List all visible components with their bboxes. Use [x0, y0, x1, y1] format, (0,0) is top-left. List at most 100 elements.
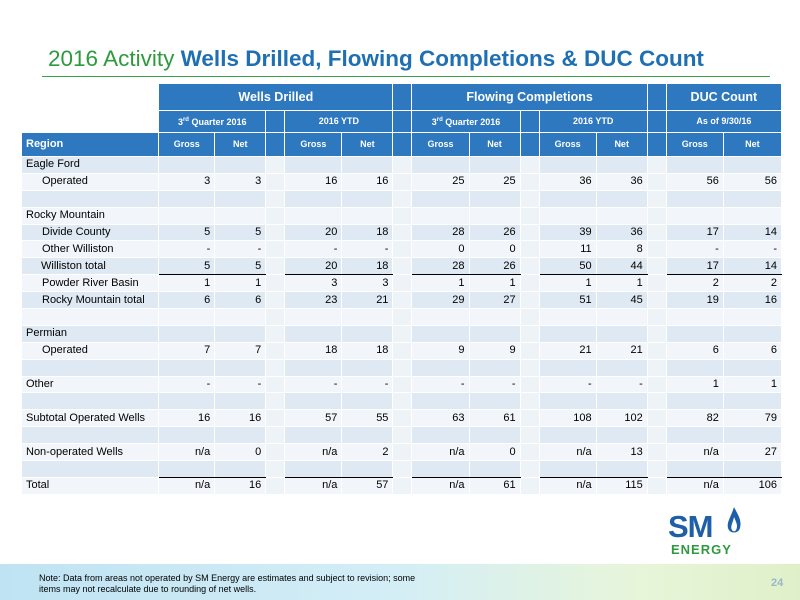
- table-cell: 50: [538, 257, 597, 276]
- group-flowing-completions: Flowing Completions: [411, 83, 648, 111]
- table-cell: 39: [538, 223, 597, 242]
- table-row: Operated 7 7 18 18 9 9 21 21 6 6: [20, 341, 783, 360]
- col-gross: Gross: [538, 132, 597, 157]
- table-cell: 16: [341, 172, 394, 191]
- row-label: [20, 358, 160, 377]
- table-cell: [538, 460, 597, 478]
- table-cell: -: [468, 375, 521, 394]
- group-wells-drilled: Wells Drilled: [158, 83, 394, 111]
- table-cell: [158, 324, 216, 343]
- table-cell: -: [284, 240, 343, 259]
- table-cell: 13: [595, 443, 648, 462]
- column-header-row: Region Gross Net Gross Net Gross Net Gro…: [20, 132, 783, 157]
- table-cell: n/a: [284, 476, 343, 495]
- table-cell: 2: [722, 274, 783, 293]
- table-cell: [665, 392, 724, 411]
- table-cell: [595, 308, 648, 326]
- table-cell: 7: [158, 341, 216, 360]
- table-cell: 57: [341, 476, 394, 495]
- table-cell: -: [595, 375, 648, 394]
- table-cell: 6: [665, 341, 724, 360]
- title-main: Wells Drilled, Flowing Completions & DUC…: [180, 46, 704, 71]
- table-cell: 61: [468, 476, 521, 495]
- col-net: Net: [595, 132, 648, 157]
- table-cell: 6: [158, 291, 216, 310]
- table-row: Other Williston - - - -0 0 11 8- -: [20, 240, 783, 259]
- table-cell: 19: [665, 291, 724, 310]
- table-cell: 18: [284, 341, 343, 360]
- table-cell: 26: [468, 223, 521, 242]
- col-gross: Gross: [158, 132, 216, 157]
- table-cell: [284, 156, 343, 174]
- table-cell: 16: [214, 476, 267, 495]
- table-cell: [284, 324, 343, 343]
- table-cell: 56: [722, 172, 783, 191]
- table-cell: -: [538, 375, 597, 394]
- group-duc-count: DUC Count: [665, 83, 783, 111]
- table-cell: 21: [341, 291, 394, 310]
- table-cell: 5: [158, 223, 216, 242]
- table-cell: [665, 156, 724, 174]
- table-cell: [341, 206, 394, 225]
- table-row: Permian: [20, 324, 783, 343]
- table-cell: [158, 358, 216, 377]
- row-label: Subtotal Operated Wells: [20, 409, 160, 428]
- row-label: Other Williston: [20, 240, 160, 259]
- table-cell: [595, 426, 648, 445]
- table-cell: n/a: [411, 476, 470, 495]
- table-cell: [722, 460, 783, 478]
- table-cell: 2: [341, 443, 394, 462]
- table-cell: -: [665, 240, 724, 259]
- table-cell: [411, 189, 470, 208]
- table-cell: 6: [214, 291, 267, 310]
- table-cell: 45: [595, 291, 648, 310]
- col-gross: Gross: [665, 132, 724, 157]
- table-cell: -: [722, 240, 783, 259]
- table-cell: 2: [665, 274, 724, 293]
- table-cell: [284, 460, 343, 478]
- row-label: Other: [20, 375, 160, 394]
- row-label: [20, 460, 160, 478]
- table-row: Eagle Ford: [20, 156, 783, 174]
- row-label: Rocky Mountain: [20, 206, 160, 225]
- table-cell: [722, 206, 783, 225]
- table-cell: [411, 156, 470, 174]
- table-cell: n/a: [411, 443, 470, 462]
- table-cell: [158, 156, 216, 174]
- table-cell: [665, 206, 724, 225]
- table-cell: [214, 426, 267, 445]
- table-cell: n/a: [284, 443, 343, 462]
- table-row: Divide County 5 5 20 18 28 26 39 36 17 14: [20, 223, 783, 242]
- table-row: [20, 308, 783, 326]
- table-cell: [468, 189, 521, 208]
- subgroup-as-of: As of 9/30/16: [665, 110, 783, 133]
- table-cell: 0: [468, 443, 521, 462]
- table-cell: 1: [722, 375, 783, 394]
- table-cell: [411, 426, 470, 445]
- table-cell: 56: [665, 172, 724, 191]
- table-cell: [411, 308, 470, 326]
- table-cell: [722, 392, 783, 411]
- table-cell: [468, 324, 521, 343]
- table-row: Rocky Mountain: [20, 206, 783, 225]
- table-cell: [214, 308, 267, 326]
- row-label: Eagle Ford: [20, 156, 160, 174]
- table-cell: [284, 206, 343, 225]
- row-label: [20, 392, 160, 411]
- table-row: [20, 460, 783, 478]
- row-label: Operated: [20, 341, 160, 360]
- table-row: Non-operated Wells n/a 0 n/a 2 n/a 0 n/a 13 n/a 27: [20, 443, 783, 462]
- table-row: Rocky Mountain total 6 6 23 21 29 27 51 45 19 16: [20, 291, 783, 310]
- table-cell: [468, 460, 521, 478]
- table-cell: [538, 392, 597, 411]
- row-label: Rocky Mountain total: [20, 291, 160, 310]
- table-row: Williston total 5 5 20 18 28 26 50 44 17 14: [20, 257, 783, 276]
- table-cell: [722, 324, 783, 343]
- table-cell: 63: [411, 409, 470, 428]
- table-cell: [214, 460, 267, 478]
- table-cell: [214, 206, 267, 225]
- subgroup-ytd-wells: 2016 YTD: [284, 110, 394, 133]
- table-cell: -: [214, 375, 267, 394]
- table-cell: [411, 392, 470, 411]
- table-cell: -: [214, 240, 267, 259]
